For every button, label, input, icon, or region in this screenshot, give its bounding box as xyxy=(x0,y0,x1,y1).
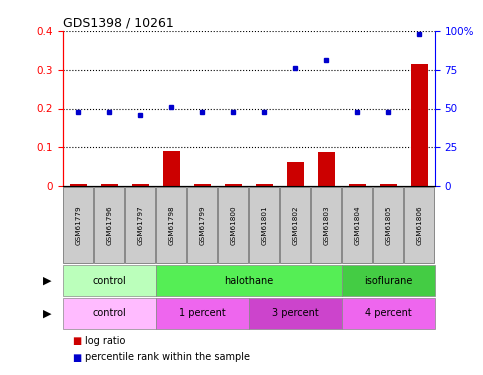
Bar xyxy=(70,184,87,186)
Bar xyxy=(349,184,366,186)
Text: control: control xyxy=(92,309,126,318)
FancyBboxPatch shape xyxy=(63,298,156,329)
FancyBboxPatch shape xyxy=(249,298,342,329)
FancyBboxPatch shape xyxy=(249,187,279,263)
Text: GSM61802: GSM61802 xyxy=(292,205,298,245)
Text: ■: ■ xyxy=(72,352,82,363)
FancyBboxPatch shape xyxy=(63,265,156,296)
FancyBboxPatch shape xyxy=(312,187,341,263)
Bar xyxy=(256,184,273,186)
Text: GSM61798: GSM61798 xyxy=(168,205,174,245)
Text: control: control xyxy=(92,276,126,285)
Text: GDS1398 / 10261: GDS1398 / 10261 xyxy=(63,17,173,30)
Text: isoflurane: isoflurane xyxy=(364,276,412,285)
Bar xyxy=(194,184,211,186)
Bar xyxy=(318,152,335,186)
Text: 4 percent: 4 percent xyxy=(365,309,412,318)
Text: GSM61799: GSM61799 xyxy=(199,205,205,245)
Text: GSM61804: GSM61804 xyxy=(354,205,360,245)
FancyBboxPatch shape xyxy=(404,187,434,263)
Text: GSM61796: GSM61796 xyxy=(106,205,112,245)
Text: ■: ■ xyxy=(72,336,82,346)
FancyBboxPatch shape xyxy=(342,298,435,329)
FancyBboxPatch shape xyxy=(280,187,310,263)
Bar xyxy=(101,184,118,186)
FancyBboxPatch shape xyxy=(218,187,248,263)
Bar xyxy=(411,64,428,186)
Bar xyxy=(163,151,180,186)
FancyBboxPatch shape xyxy=(342,265,435,296)
Bar xyxy=(225,184,242,186)
Bar xyxy=(380,184,397,186)
FancyBboxPatch shape xyxy=(126,187,155,263)
Text: GSM61805: GSM61805 xyxy=(385,205,391,245)
Bar xyxy=(287,162,304,186)
Text: log ratio: log ratio xyxy=(85,336,125,346)
FancyBboxPatch shape xyxy=(342,187,372,263)
Text: halothane: halothane xyxy=(224,276,273,285)
Text: 3 percent: 3 percent xyxy=(272,309,319,318)
FancyBboxPatch shape xyxy=(156,298,249,329)
FancyBboxPatch shape xyxy=(94,187,124,263)
Text: GSM61806: GSM61806 xyxy=(416,205,422,245)
Text: GSM61803: GSM61803 xyxy=(323,205,329,245)
FancyBboxPatch shape xyxy=(156,265,342,296)
Bar xyxy=(132,184,149,186)
FancyBboxPatch shape xyxy=(373,187,403,263)
Text: GSM61779: GSM61779 xyxy=(75,205,81,245)
Text: GSM61800: GSM61800 xyxy=(230,205,236,245)
Text: ▶: ▶ xyxy=(43,309,52,318)
FancyBboxPatch shape xyxy=(63,187,93,263)
Text: 1 percent: 1 percent xyxy=(179,309,226,318)
Text: GSM61797: GSM61797 xyxy=(137,205,143,245)
FancyBboxPatch shape xyxy=(156,187,186,263)
Text: ▶: ▶ xyxy=(43,276,52,285)
Text: GSM61801: GSM61801 xyxy=(261,205,267,245)
FancyBboxPatch shape xyxy=(187,187,217,263)
Text: percentile rank within the sample: percentile rank within the sample xyxy=(85,352,250,363)
